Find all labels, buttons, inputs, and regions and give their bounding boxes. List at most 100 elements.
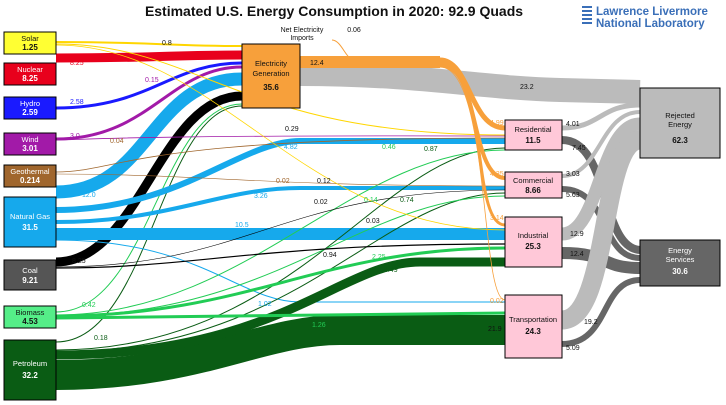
label-petro-trans: 21.9 (488, 326, 502, 333)
flow-biomass-transportation (55, 311, 506, 320)
flow-transportation-rejected (559, 130, 643, 330)
label-nuclear-elec: 8.25 (70, 60, 84, 67)
svg-text:8.66: 8.66 (525, 186, 541, 195)
svg-text:Energy: Energy (668, 246, 692, 255)
svg-text:Nuclear: Nuclear (17, 65, 43, 74)
label-ng-com: 3.26 (254, 193, 268, 200)
svg-text:Transportation: Transportation (509, 315, 557, 324)
source-to-electricity-flows (55, 41, 243, 343)
label-res-srv: 7.45 (572, 145, 586, 152)
flow-net-imports (331, 39, 351, 59)
label-ng-res: 4.82 (284, 144, 298, 151)
flow-naturalgas-residential (55, 138, 505, 213)
label-solar-ind: 0.03 (366, 218, 380, 225)
flow-coal-commercial (55, 189, 506, 268)
flow-biomass-industrial (55, 246, 506, 318)
label-coal-ind: 0.94 (323, 252, 337, 259)
svg-text:Commercial: Commercial (513, 176, 553, 185)
flow-electricity-transportation (439, 66, 506, 301)
label-bio-com: 0.14 (364, 197, 378, 204)
label-com-srv: 5.63 (566, 192, 580, 199)
svg-text:11.5: 11.5 (525, 136, 541, 145)
label-ind-rej: 12.9 (570, 231, 584, 238)
label-bio-ind: 2.25 (372, 254, 386, 261)
svg-text:Imports: Imports (290, 35, 314, 42)
label-wind-elec: 3.0 (70, 133, 80, 140)
label-petro-ind: 8.49 (384, 267, 398, 274)
flow-solar-residential (55, 43, 506, 136)
node-natural-gas: Natural Gas 31.5 (3, 196, 57, 248)
flow-petroleum-electricity (55, 105, 243, 343)
net-imports-label: Net Electricity Imports 0.06 (281, 27, 361, 42)
flow-commercial-rejected (561, 110, 641, 178)
flow-residential-rejected (561, 102, 641, 131)
label-solar-elec: 0.8 (162, 40, 172, 47)
label-ng-trans: 1.02 (258, 301, 272, 308)
svg-text:62.3: 62.3 (672, 136, 688, 145)
label-trans-rej: 19.2 (584, 319, 598, 326)
flow-petroleum-industrial (55, 257, 505, 360)
node-energy-services: Energy Services 30.6 (639, 239, 721, 287)
flow-naturalgas-electricity (55, 72, 243, 199)
label-petro-elec: 0.18 (94, 335, 108, 342)
label-elec-ind: 3.14 (490, 215, 504, 222)
source-nodes: Solar 1.25 Nuclear 8.25 Hydro 2.59 Wind … (3, 31, 57, 401)
svg-text:8.25: 8.25 (22, 74, 38, 83)
node-transportation: Transportation 24.3 (504, 294, 563, 359)
flow-geothermal-commercial (55, 173, 506, 187)
svg-text:30.6: 30.6 (672, 267, 688, 276)
flow-wind-residential (55, 135, 506, 141)
label-biomass-elec: 0.42 (82, 302, 96, 309)
svg-text:Services: Services (666, 255, 695, 264)
label-elec-res: 4.99 (490, 120, 504, 127)
svg-text:Energy: Energy (668, 120, 692, 129)
output-flows (299, 62, 643, 347)
svg-text:24.3: 24.3 (525, 327, 541, 336)
svg-text:32.2: 32.2 (22, 371, 38, 380)
label-coal-com: 0.02 (314, 199, 328, 206)
flow-coal-industrial (55, 243, 506, 269)
label-geo-com: 0.02 (276, 178, 290, 185)
svg-text:Biomass: Biomass (16, 308, 45, 317)
flow-industrial-rejected (560, 117, 642, 241)
svg-text:Industrial: Industrial (518, 231, 549, 240)
svg-text:Net Electricity: Net Electricity (281, 27, 324, 34)
label-ng-elec: 12.0 (82, 192, 96, 199)
flow-biomass-commercial (55, 195, 506, 317)
flow-naturalgas-transportation (55, 239, 505, 303)
flow-wind-electricity (55, 65, 243, 141)
node-rejected-energy: Rejected Energy 62.3 (639, 87, 721, 159)
node-electricity-generation: Electricity Generation 35.6 (241, 43, 301, 109)
label-geo-ind: 0.12 (317, 178, 331, 185)
node-industrial: Industrial 25.3 (504, 216, 563, 268)
svg-text:2.59: 2.59 (22, 108, 38, 117)
source-to-sector-flows (55, 43, 506, 390)
flow-solar-electricity (55, 41, 243, 47)
flow-electricity-residential (439, 57, 506, 131)
label-ind-srv: 12.4 (570, 251, 584, 258)
svg-text:Natural Gas: Natural Gas (10, 212, 50, 221)
label-geo-res: 0.04 (110, 138, 124, 145)
label-ng-ind: 10.5 (235, 222, 249, 229)
label-trans-srv: 5.09 (566, 345, 580, 352)
node-nuclear: Nuclear 8.25 (3, 62, 57, 86)
label-coal-elec: 8.25 (72, 258, 86, 265)
node-coal: Coal 9.21 (3, 259, 57, 291)
svg-text:4.53: 4.53 (22, 317, 38, 326)
label-elec-out: 12.4 (310, 60, 324, 67)
flow-hydro-electricity (55, 61, 243, 110)
flow-biomass-electricity (55, 103, 243, 313)
svg-text:25.3: 25.3 (525, 242, 541, 251)
svg-text:Residential: Residential (514, 125, 551, 134)
node-hydro: Hydro 2.59 (3, 96, 57, 120)
sector-nodes: Residential 11.5 Commercial 8.66 Industr… (504, 119, 563, 359)
label-res-rej: 4.01 (566, 121, 580, 128)
label-com-rej: 3.03 (566, 171, 580, 178)
svg-text:Solar: Solar (21, 34, 39, 43)
node-solar: Solar 1.25 (3, 31, 57, 55)
flow-electricity-rejected (299, 62, 641, 104)
label-wind-res: 0.15 (145, 77, 159, 84)
label-bio-trans: 1.26 (312, 322, 326, 329)
svg-text:Petroleum: Petroleum (13, 359, 47, 368)
